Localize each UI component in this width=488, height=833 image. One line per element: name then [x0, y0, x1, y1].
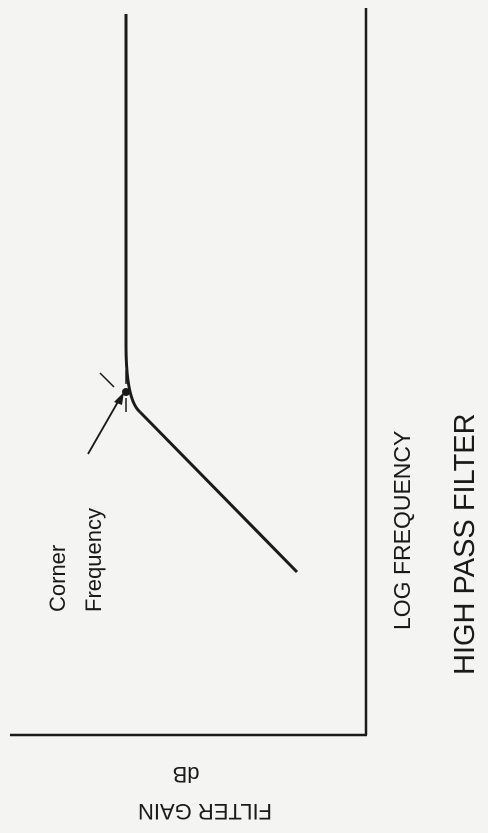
x-axis-label: LOG FREQUENCY — [389, 431, 415, 630]
y-axis-label: FILTER GAIN — [138, 799, 272, 824]
asymptote-dash-upper — [99, 372, 115, 388]
annotation-line1: Corner — [45, 545, 70, 612]
annotation-line2: Frequency — [81, 508, 106, 612]
corner-frequency-leader-line — [87, 399, 120, 455]
diagram-title: HIGH PASS FILTER — [449, 413, 481, 675]
y-axis-unit: dB — [173, 762, 200, 787]
corner-point-marker — [122, 388, 130, 396]
rolloff-slope-line — [138, 410, 299, 574]
corner-frequency-arrowhead — [114, 392, 124, 405]
rolloff-knee — [124, 344, 142, 414]
